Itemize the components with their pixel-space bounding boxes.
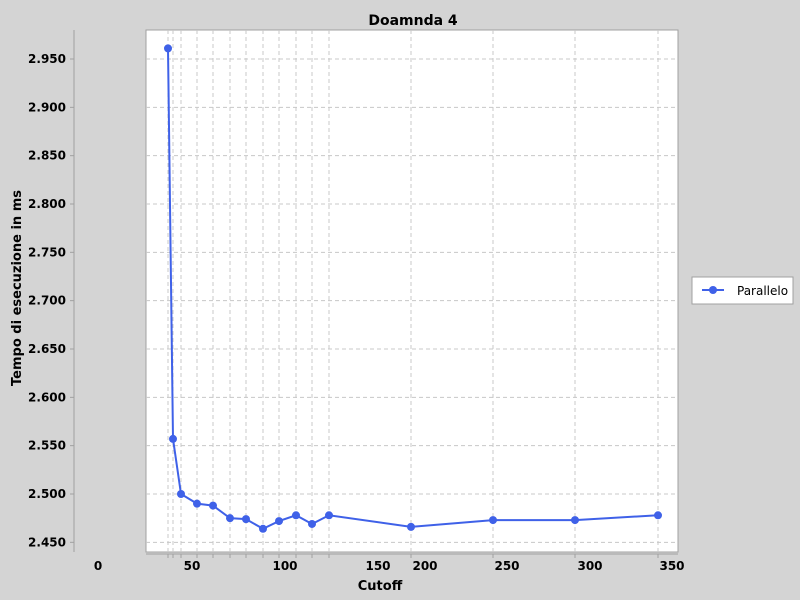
data-point <box>169 434 177 443</box>
data-point <box>407 522 415 531</box>
data-point <box>489 516 497 525</box>
data-point <box>259 524 267 533</box>
x-tick-label: 200 <box>412 559 437 573</box>
y-tick-label: 2.950 <box>28 52 66 66</box>
plot-area <box>145 29 679 553</box>
x-tick-label: 350 <box>659 559 684 573</box>
y-tick-label: 2.500 <box>28 487 66 501</box>
data-point <box>226 514 234 523</box>
x-tick-label: 250 <box>494 559 519 573</box>
x-tick-label: 100 <box>272 559 297 573</box>
data-point <box>571 516 579 525</box>
data-point <box>164 44 172 53</box>
y-tick-label: 2.750 <box>28 245 66 259</box>
x-tick-label: 50 <box>184 559 201 573</box>
x-axis-ticks: 0 50 100 150 200 250 300 350 <box>94 554 685 573</box>
data-point <box>308 519 316 528</box>
legend: Parallelo <box>691 276 794 305</box>
data-point <box>292 511 300 520</box>
data-point <box>242 515 250 524</box>
y-tick-label: 2.850 <box>28 149 66 163</box>
x-axis-title: Cutoff <box>358 579 403 594</box>
y-tick-label: 2.450 <box>28 535 66 549</box>
series-parallelo <box>164 44 662 533</box>
data-point <box>209 501 217 510</box>
gridlines <box>146 30 678 552</box>
chart-title: Doamnda 4 <box>368 13 458 29</box>
x-tick-label: 300 <box>577 559 602 573</box>
x-tick-label: 0 <box>94 559 102 573</box>
y-tick-label: 2.800 <box>28 197 66 211</box>
x-tick-label: 150 <box>365 559 390 573</box>
y-tick-label: 2.700 <box>28 294 66 308</box>
data-point <box>654 511 662 520</box>
y-tick-label: 2.600 <box>28 390 66 404</box>
y-tick-label: 2.650 <box>28 342 66 356</box>
y-axis-ticks: 2.450 2.500 2.550 2.600 2.650 2.700 2.750 2.800… <box>28 52 74 549</box>
y-tick-label: 2.550 <box>28 439 66 453</box>
y-axis-title: Tempo di esecuzione in ms <box>10 190 25 386</box>
data-point <box>325 511 333 520</box>
data-point <box>275 517 283 526</box>
legend-marker-parallelo <box>709 286 717 294</box>
legend-label-parallelo: Parallelo <box>737 284 788 298</box>
data-point <box>193 499 201 508</box>
y-tick-label: 2.900 <box>28 100 66 114</box>
data-point <box>177 490 185 498</box>
legend-box <box>691 276 794 305</box>
series-line-parallelo <box>167 48 659 530</box>
